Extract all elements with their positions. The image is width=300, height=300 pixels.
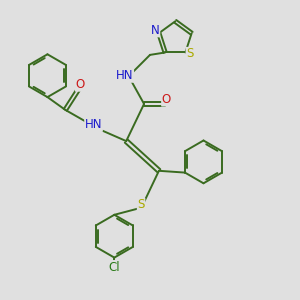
Text: HN: HN (116, 69, 134, 82)
Text: Cl: Cl (109, 261, 120, 274)
Text: N: N (151, 24, 160, 37)
Text: O: O (162, 93, 171, 106)
Text: O: O (76, 78, 85, 91)
Text: HN: HN (85, 118, 102, 131)
Text: S: S (186, 47, 194, 61)
Text: S: S (137, 199, 145, 212)
